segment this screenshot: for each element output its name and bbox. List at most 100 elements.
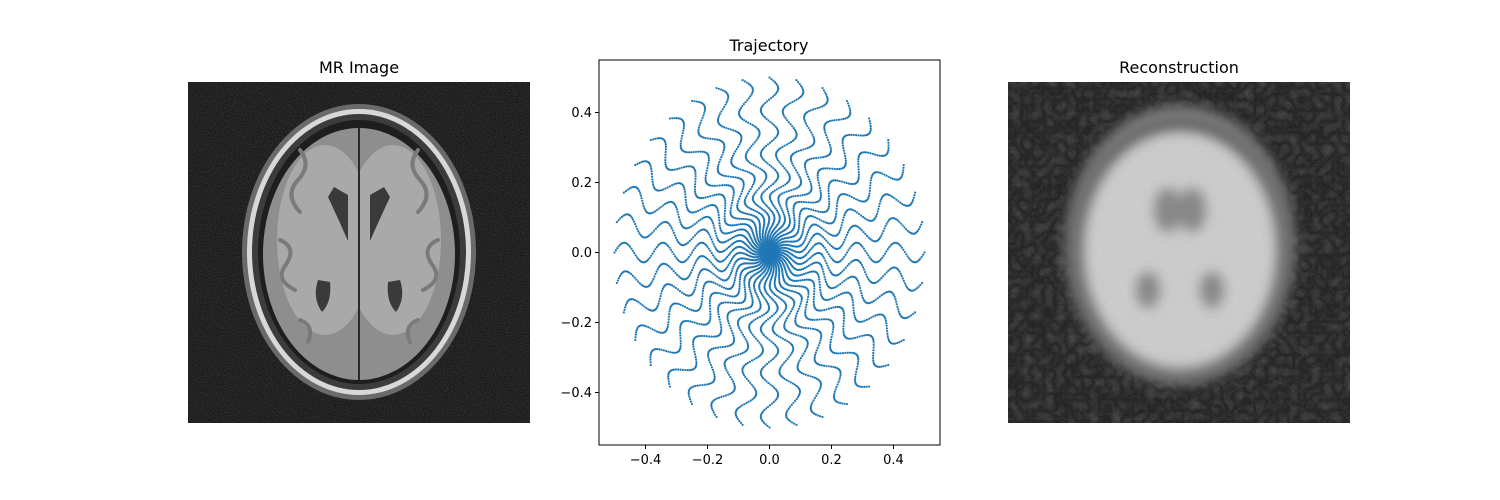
trajectory-point bbox=[697, 130, 700, 133]
trajectory-point bbox=[703, 150, 706, 154]
trajectory-point bbox=[717, 116, 720, 119]
trajectory-point bbox=[819, 288, 822, 292]
trajectory-point bbox=[832, 306, 835, 309]
trajectory-point bbox=[723, 105, 726, 109]
trajectory-point bbox=[827, 253, 830, 256]
trajectory-point bbox=[647, 234, 651, 237]
trajectory-point bbox=[682, 122, 686, 125]
trajectory-point bbox=[757, 166, 760, 169]
trajectory-point bbox=[822, 104, 825, 107]
trajectory-point bbox=[664, 143, 667, 146]
trajectory-point bbox=[613, 251, 616, 254]
trajectory-point bbox=[649, 309, 652, 312]
trajectory-point bbox=[631, 274, 635, 277]
trajectory-point bbox=[762, 421, 766, 424]
trajectory-point bbox=[757, 355, 760, 359]
trajectory-point bbox=[852, 306, 855, 309]
trajectory-point bbox=[662, 188, 665, 191]
trajectory-point bbox=[857, 199, 860, 202]
trajectory-point bbox=[616, 279, 620, 282]
trajectory-point bbox=[722, 395, 725, 398]
trajectory-point bbox=[744, 375, 747, 379]
trajectory-point bbox=[718, 114, 721, 117]
trajectory-point bbox=[687, 389, 690, 393]
trajectory-point bbox=[820, 364, 823, 367]
trajectory-point bbox=[806, 158, 810, 162]
trajectory-point bbox=[617, 245, 620, 248]
trajectory-point bbox=[785, 412, 788, 416]
trajectory-point bbox=[694, 384, 697, 388]
trajectory-point bbox=[655, 246, 658, 249]
trajectory-point bbox=[844, 154, 847, 157]
trajectory-point bbox=[806, 271, 810, 274]
trajectory-point bbox=[755, 390, 758, 394]
trajectory-point bbox=[834, 215, 837, 218]
trajectory-point bbox=[723, 240, 727, 244]
trajectory-point bbox=[750, 294, 753, 298]
trajectory-point bbox=[624, 306, 627, 309]
trajectory-point bbox=[748, 306, 751, 309]
trajectory-point bbox=[723, 215, 726, 218]
trajectory-point bbox=[706, 195, 709, 199]
trajectory-point bbox=[819, 156, 823, 159]
trajectory-point bbox=[730, 156, 734, 159]
trajectory-point bbox=[774, 332, 777, 335]
trajectory-point bbox=[768, 141, 772, 144]
trajectory-point bbox=[766, 238, 769, 241]
trajectory-point bbox=[789, 405, 792, 408]
trajectory-point bbox=[733, 384, 736, 387]
trajectory-point bbox=[799, 279, 802, 282]
trajectory-point bbox=[857, 360, 860, 363]
trajectory-point bbox=[821, 86, 824, 90]
trajectory-point bbox=[854, 375, 857, 378]
trajectory-point bbox=[693, 353, 697, 356]
reconstruction-image bbox=[1008, 82, 1350, 423]
trajectory-point bbox=[818, 187, 822, 190]
trajectory-point bbox=[694, 183, 697, 186]
trajectory-point bbox=[829, 338, 833, 341]
trajectory-point bbox=[835, 167, 839, 171]
trajectory-point bbox=[829, 148, 832, 151]
trajectory-point bbox=[768, 404, 772, 407]
trajectory-point bbox=[694, 355, 697, 359]
trajectory-point bbox=[836, 305, 839, 308]
trajectory-point bbox=[697, 230, 700, 234]
trajectory-point bbox=[803, 248, 806, 251]
trajectory-point bbox=[760, 149, 763, 152]
trajectory-point bbox=[637, 301, 640, 304]
trajectory-point bbox=[826, 264, 829, 267]
trajectory-point bbox=[839, 226, 843, 229]
trajectory-point bbox=[689, 400, 693, 403]
trajectory-point bbox=[788, 216, 791, 219]
trajectory-point bbox=[810, 255, 813, 258]
trajectory-point bbox=[844, 253, 847, 256]
trajectory-point bbox=[695, 245, 698, 248]
trajectory-point bbox=[904, 316, 907, 320]
trajectory-point bbox=[714, 398, 717, 401]
trajectory-point bbox=[819, 337, 823, 340]
trajectory-point bbox=[799, 370, 802, 374]
trajectory-point bbox=[753, 141, 756, 144]
trajectory-point bbox=[732, 235, 736, 239]
trajectory-point bbox=[830, 244, 833, 248]
trajectory-point bbox=[785, 304, 788, 307]
trajectory-point bbox=[660, 289, 664, 293]
trajectory-point bbox=[694, 175, 697, 178]
trajectory-point bbox=[754, 226, 757, 230]
trajectory-point bbox=[735, 166, 738, 170]
trajectory-point bbox=[812, 399, 815, 402]
trajectory-point bbox=[798, 305, 801, 308]
trajectory-point bbox=[852, 304, 855, 307]
trajectory-point bbox=[669, 351, 672, 354]
trajectory-point bbox=[727, 175, 730, 178]
trajectory-point bbox=[756, 295, 759, 298]
trajectory-point bbox=[824, 221, 827, 224]
trajectory-point bbox=[895, 178, 898, 181]
trajectory-point bbox=[780, 185, 783, 189]
trajectory-point bbox=[773, 93, 776, 97]
trajectory-point bbox=[699, 101, 702, 104]
trajectory-point bbox=[775, 82, 778, 85]
trajectory-point bbox=[845, 278, 848, 281]
trajectory-point bbox=[738, 143, 741, 146]
trajectory-point bbox=[642, 160, 645, 163]
